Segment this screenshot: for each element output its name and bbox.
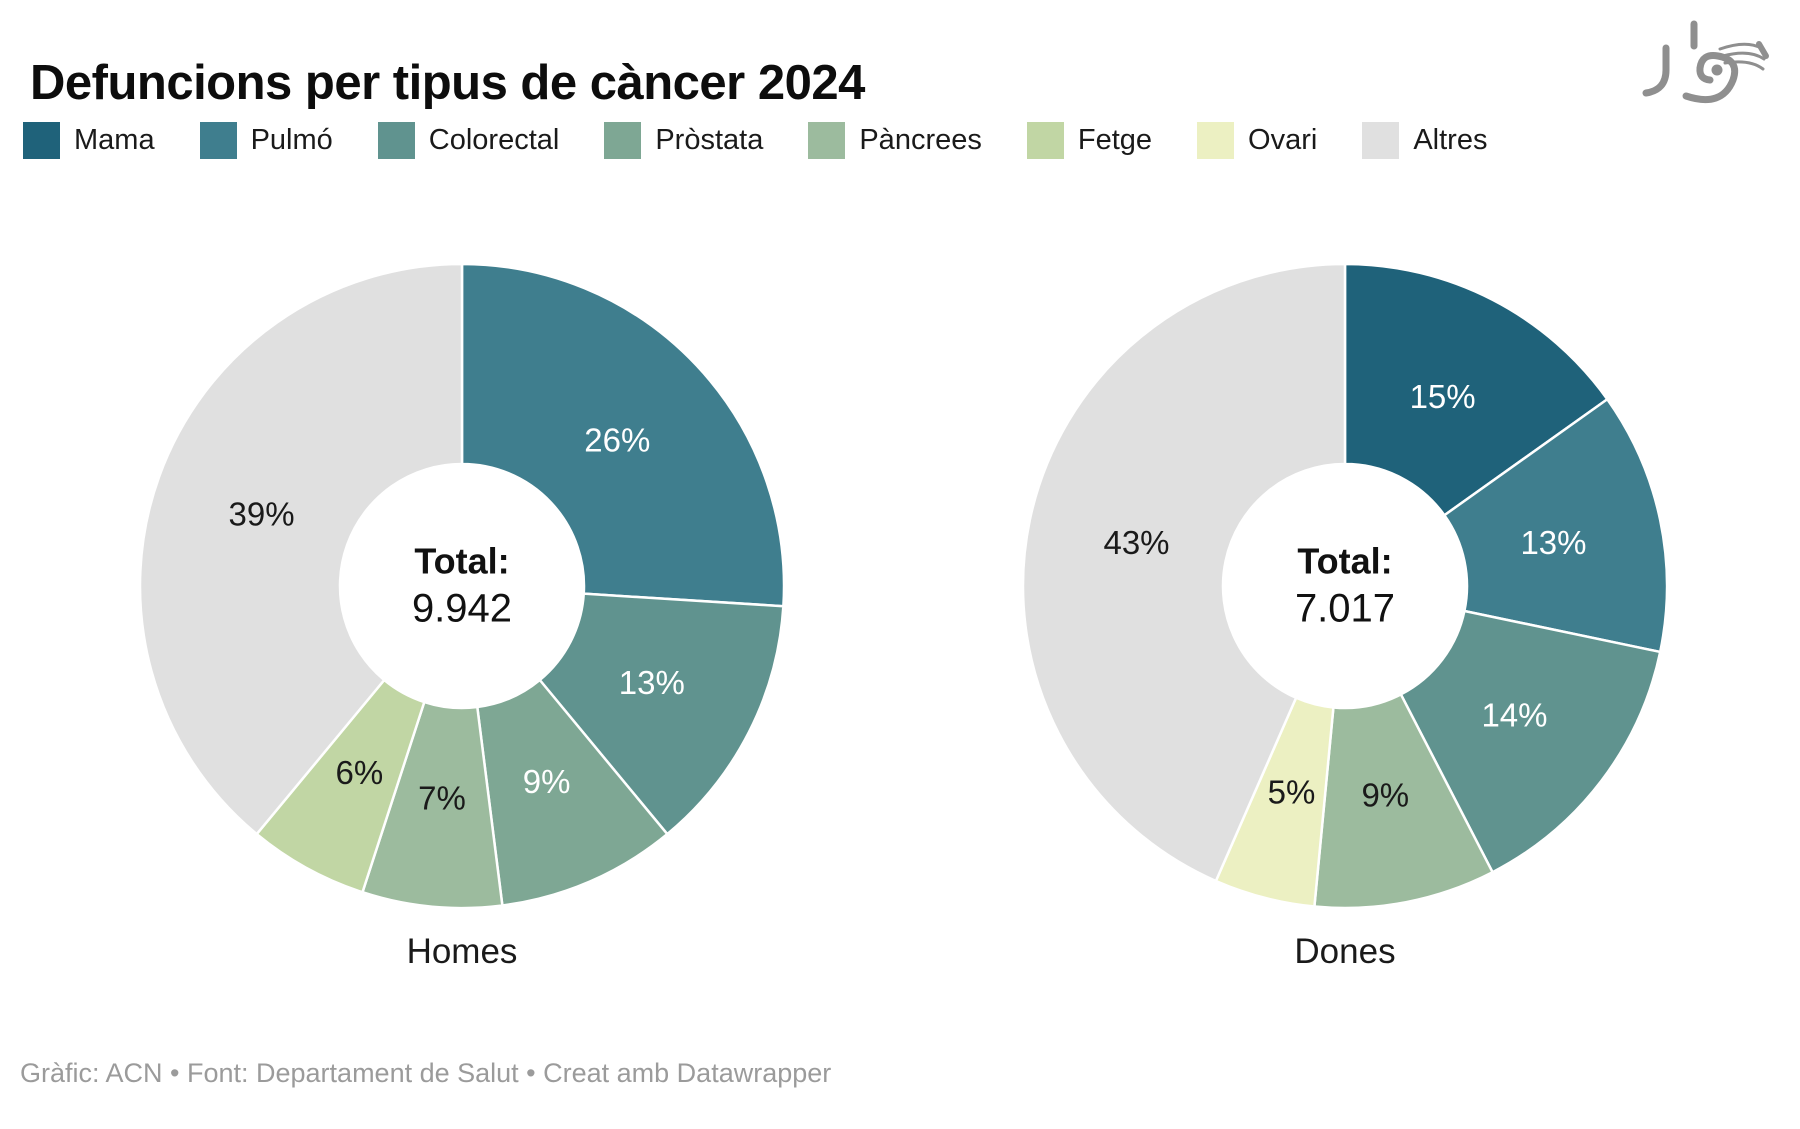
donut-slice-pulmo[interactable]	[1443, 397, 1669, 654]
slice-value-label-altres: 39%	[229, 495, 295, 532]
chart-legend: Mama Pulmó Colorectal Pròstata Pàncrees Fetge…	[23, 122, 1487, 159]
donut-slice-colorectal[interactable]	[1399, 609, 1662, 874]
legend-item-prostata: Pròstata	[604, 122, 763, 159]
donut-slice-altres[interactable]	[138, 262, 464, 836]
donut-slice-prostata[interactable]	[476, 678, 669, 907]
legend-label: Mama	[74, 124, 155, 156]
donut-homes-canvas: 26% 13% 9% 7% 6% 39% Total: 9.942	[132, 256, 792, 916]
donut-slice-altres[interactable]	[1021, 262, 1347, 883]
legend-swatch-colorectal	[377, 122, 415, 159]
legend-item-altres: Altres	[1362, 122, 1487, 159]
legend-label: Pulmó	[250, 124, 333, 156]
donut-slice-pancrees[interactable]	[1313, 693, 1494, 910]
slice-value-label-colorectal: 14%	[1481, 696, 1547, 733]
legend-label: Pàncrees	[859, 124, 982, 156]
legend-swatch-pulmo	[199, 122, 237, 159]
slice-value-label-pancrees: 7%	[418, 780, 466, 817]
legend-label: Pròstata	[655, 124, 764, 156]
legend-swatch-mama	[23, 122, 60, 159]
legend-item-colorectal: Colorectal	[377, 122, 560, 159]
slice-value-label-ovari: 5%	[1268, 774, 1316, 811]
slice-value-label-prostata: 9%	[523, 763, 571, 800]
donut-dones-canvas: 15% 13% 14% 9% 5% 43% Total: 7.017	[1015, 256, 1675, 916]
publisher-logo-icon	[1642, 20, 1769, 103]
legend-swatch-fetge	[1026, 122, 1064, 159]
slice-value-label-mama: 15%	[1410, 378, 1476, 415]
slice-value-label-pancrees: 9%	[1361, 777, 1409, 814]
donut-slice-colorectal[interactable]	[538, 592, 785, 836]
legend-label: Ovari	[1248, 124, 1318, 156]
page-title: Defuncions per tipus de càncer 2024	[30, 55, 865, 110]
legend-label: Colorectal	[428, 124, 560, 156]
donut-chart-homes: 26% 13% 9% 7% 6% 39% Total: 9.942 Homes	[132, 256, 792, 972]
legend-label: Altres	[1413, 124, 1488, 156]
slice-value-label-pulmo: 26%	[584, 422, 650, 459]
donut-caption-dones: Dones	[1294, 932, 1396, 971]
slice-value-label-pulmo: 13%	[1520, 524, 1586, 561]
publisher-logo	[1628, 16, 1773, 120]
slice-value-label-fetge: 6%	[336, 754, 384, 791]
donut-slice-pulmo[interactable]	[460, 262, 786, 608]
legend-label: Fetge	[1077, 124, 1153, 156]
attribution-footer: Gràfic: ACN • Font: Departament de Salut…	[20, 1058, 832, 1088]
legend-swatch-pancrees	[808, 122, 846, 159]
legend-swatch-ovari	[1197, 122, 1235, 159]
donut-caption-homes: Homes	[406, 932, 518, 971]
slice-value-label-altres: 43%	[1103, 524, 1169, 561]
donut-chart-dones: 15% 13% 14% 9% 5% 43% Total: 7.017 Dones	[1015, 256, 1675, 972]
legend-item-pulmo: Pulmó	[199, 122, 333, 159]
legend-item-pancrees: Pàncrees	[808, 122, 982, 159]
legend-swatch-prostata	[604, 122, 642, 159]
donut-slice-mama[interactable]	[1343, 262, 1609, 517]
legend-swatch-altres	[1362, 122, 1400, 159]
legend-item-mama: Mama	[23, 122, 155, 159]
slice-value-label-colorectal: 13%	[619, 664, 685, 701]
legend-item-fetge: Fetge	[1026, 122, 1153, 159]
legend-item-ovari: Ovari	[1197, 122, 1317, 159]
